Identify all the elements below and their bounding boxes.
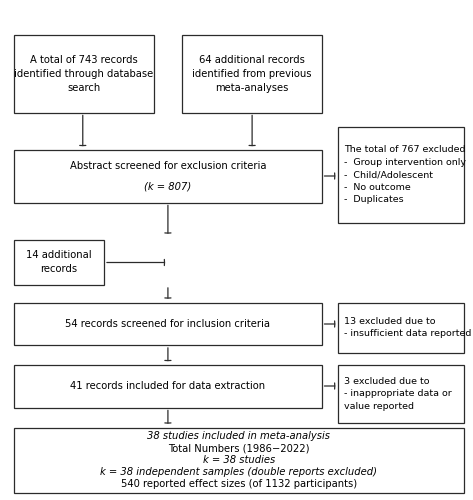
Text: 540 reported effect sizes (of 1132 participants): 540 reported effect sizes (of 1132 parti…: [121, 478, 357, 488]
Text: (k = 807): (k = 807): [144, 182, 192, 192]
Text: The total of 767 excluded
-  Group intervention only
-  Child/Adolescent
-  No o: The total of 767 excluded - Group interv…: [344, 146, 466, 204]
Text: Abstract screened for exclusion criteria: Abstract screened for exclusion criteria: [70, 161, 266, 171]
Text: 14 additional
records: 14 additional records: [26, 250, 92, 274]
Text: A total of 743 records
identified through database
search: A total of 743 records identified throug…: [14, 54, 154, 93]
FancyBboxPatch shape: [14, 428, 464, 492]
FancyBboxPatch shape: [14, 35, 154, 112]
FancyBboxPatch shape: [182, 35, 322, 112]
Text: 64 additional records
identified from previous
meta-analyses: 64 additional records identified from pr…: [192, 54, 312, 93]
FancyBboxPatch shape: [14, 302, 322, 345]
Text: Total Numbers (1986−2022): Total Numbers (1986−2022): [168, 443, 310, 453]
FancyBboxPatch shape: [14, 240, 104, 285]
FancyBboxPatch shape: [338, 365, 464, 422]
FancyBboxPatch shape: [14, 150, 322, 203]
Text: k = 38 studies: k = 38 studies: [203, 455, 275, 465]
Text: 13 excluded due to
- insufficient data reported: 13 excluded due to - insufficient data r…: [344, 317, 471, 338]
Text: 54 records screened for inclusion criteria: 54 records screened for inclusion criter…: [65, 319, 271, 329]
Text: k = 38 independent samples (double reports excluded): k = 38 independent samples (double repor…: [100, 467, 377, 477]
FancyBboxPatch shape: [14, 365, 322, 408]
FancyBboxPatch shape: [338, 128, 464, 222]
FancyBboxPatch shape: [338, 302, 464, 352]
Text: 41 records included for data extraction: 41 records included for data extraction: [70, 381, 265, 391]
Text: 3 excluded due to
- inappropriate data or
value reported: 3 excluded due to - inappropriate data o…: [344, 377, 452, 411]
Text: 38 studies included in meta-analysis: 38 studies included in meta-analysis: [148, 432, 330, 442]
